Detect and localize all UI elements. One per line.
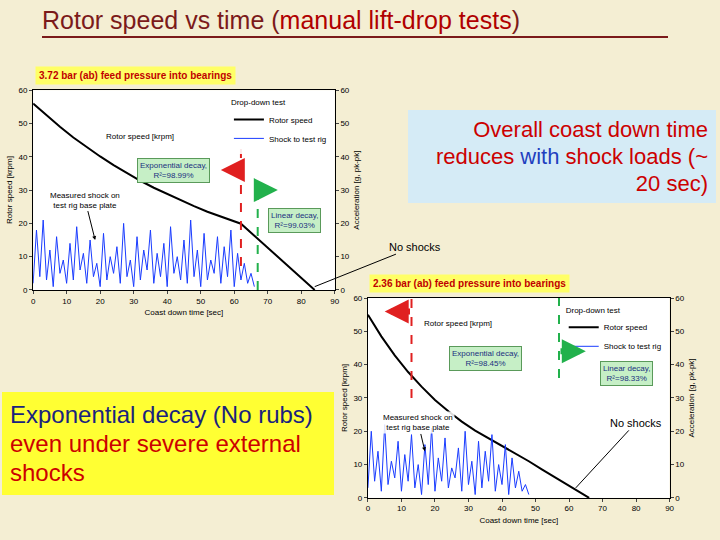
svg-text:10: 10 [353, 460, 362, 469]
svg-text:20: 20 [19, 219, 28, 228]
svg-text:Rotor speed [krpm]: Rotor speed [krpm] [340, 364, 349, 432]
svg-text:10: 10 [340, 252, 349, 261]
svg-text:2.36 bar (ab) feed pressure in: 2.36 bar (ab) feed pressure into bearing… [373, 278, 566, 289]
svg-text:60: 60 [675, 294, 684, 303]
svg-text:Measured shock ontest rig base: Measured shock ontest rig base plate [383, 413, 453, 432]
svg-text:30: 30 [353, 394, 362, 403]
svg-text:70: 70 [598, 504, 607, 513]
svg-text:Measured shock ontest rig base: Measured shock ontest rig base plate [50, 191, 120, 210]
svg-text:40: 40 [163, 297, 172, 306]
svg-text:50: 50 [196, 297, 205, 306]
html-text:Overall coast down time reduce: Overall coast down time reduces with sho… [435, 117, 708, 196]
svg-text:0: 0 [675, 494, 680, 503]
svg-text:20: 20 [340, 219, 349, 228]
svg-text:Exponential decay,R²=98.99%: Exponential decay,R²=98.99% [140, 161, 207, 180]
svg-text:No shocks: No shocks [610, 417, 662, 429]
svg-text:Shock to test rig: Shock to test rig [269, 135, 326, 144]
svg-text:Acceleration [g, pk-pk]: Acceleration [g, pk-pk] [352, 151, 361, 230]
svg-text:40: 40 [340, 153, 349, 162]
svg-text:90: 90 [330, 297, 339, 306]
svg-text:80: 80 [632, 504, 641, 513]
svg-text:10: 10 [675, 460, 684, 469]
svg-text:20: 20 [431, 504, 440, 513]
svg-text:70: 70 [263, 297, 272, 306]
svg-text:30: 30 [340, 186, 349, 195]
svg-text:0: 0 [31, 297, 36, 306]
svg-text:Rotor speed [krpm]: Rotor speed [krpm] [424, 319, 492, 328]
svg-text:10: 10 [397, 504, 406, 513]
svg-text:40: 40 [19, 153, 28, 162]
svg-text:50: 50 [531, 504, 540, 513]
html-text:even under severe external sho: even under severe external shocks [10, 430, 301, 486]
svg-text:Coast down time [sec]: Coast down time [sec] [479, 516, 558, 525]
svg-text:20: 20 [353, 427, 362, 436]
svg-text:20: 20 [675, 427, 684, 436]
svg-text:Shock to test rig: Shock to test rig [604, 342, 661, 351]
svg-text:60: 60 [340, 86, 349, 95]
svg-text:Linear decay,R²=98.33%: Linear decay,R²=98.33% [603, 364, 650, 383]
svg-text:60: 60 [353, 294, 362, 303]
svg-text:20: 20 [96, 297, 105, 306]
svg-text:90: 90 [665, 504, 674, 513]
svg-text:30: 30 [19, 186, 28, 195]
svg-text:40: 40 [498, 504, 507, 513]
svg-text:50: 50 [19, 119, 28, 128]
svg-text:Acceleration [g, pk-pk]: Acceleration [g, pk-pk] [687, 358, 696, 437]
svg-text:60: 60 [19, 86, 28, 95]
svg-text:0: 0 [366, 504, 371, 513]
svg-text:80: 80 [297, 297, 306, 306]
svg-text:No shocks: No shocks [389, 241, 441, 253]
svg-text:Coast down time [sec]: Coast down time [sec] [145, 308, 224, 317]
svg-text:50: 50 [675, 327, 684, 336]
html-text:Exponential decay (No rubs): Exponential decay (No rubs) [10, 401, 313, 428]
svg-text:30: 30 [129, 297, 138, 306]
svg-text:0: 0 [23, 286, 28, 295]
svg-text:60: 60 [565, 504, 574, 513]
svg-text:30: 30 [675, 394, 684, 403]
svg-text:0: 0 [340, 286, 345, 295]
svg-text:Linear decay,R²=99.03%: Linear decay,R²=99.03% [271, 211, 318, 230]
svg-text:Exponential decay,R²=98.45%: Exponential decay,R²=98.45% [452, 349, 519, 368]
svg-text:Rotor speed [krpm]: Rotor speed [krpm] [5, 156, 14, 224]
svg-text:40: 40 [675, 360, 684, 369]
svg-text:10: 10 [62, 297, 71, 306]
svg-text:40: 40 [353, 360, 362, 369]
svg-text:10: 10 [19, 252, 28, 261]
svg-text:50: 50 [340, 119, 349, 128]
svg-text:Rotor speed: Rotor speed [269, 116, 313, 125]
svg-text:60: 60 [230, 297, 239, 306]
html-text:Rotor speed vs time (manual li: Rotor speed vs time (manual lift-drop te… [42, 6, 520, 34]
svg-text:Drop-down test: Drop-down test [231, 98, 286, 107]
svg-text:0: 0 [358, 494, 363, 503]
svg-text:Drop-down test: Drop-down test [566, 306, 621, 315]
svg-text:Rotor speed [krpm]: Rotor speed [krpm] [106, 132, 174, 141]
svg-text:3.72 bar (ab) feed pressure in: 3.72 bar (ab) feed pressure into bearing… [39, 70, 232, 81]
svg-text:30: 30 [464, 504, 473, 513]
svg-text:Rotor speed: Rotor speed [604, 323, 648, 332]
svg-text:50: 50 [353, 327, 362, 336]
